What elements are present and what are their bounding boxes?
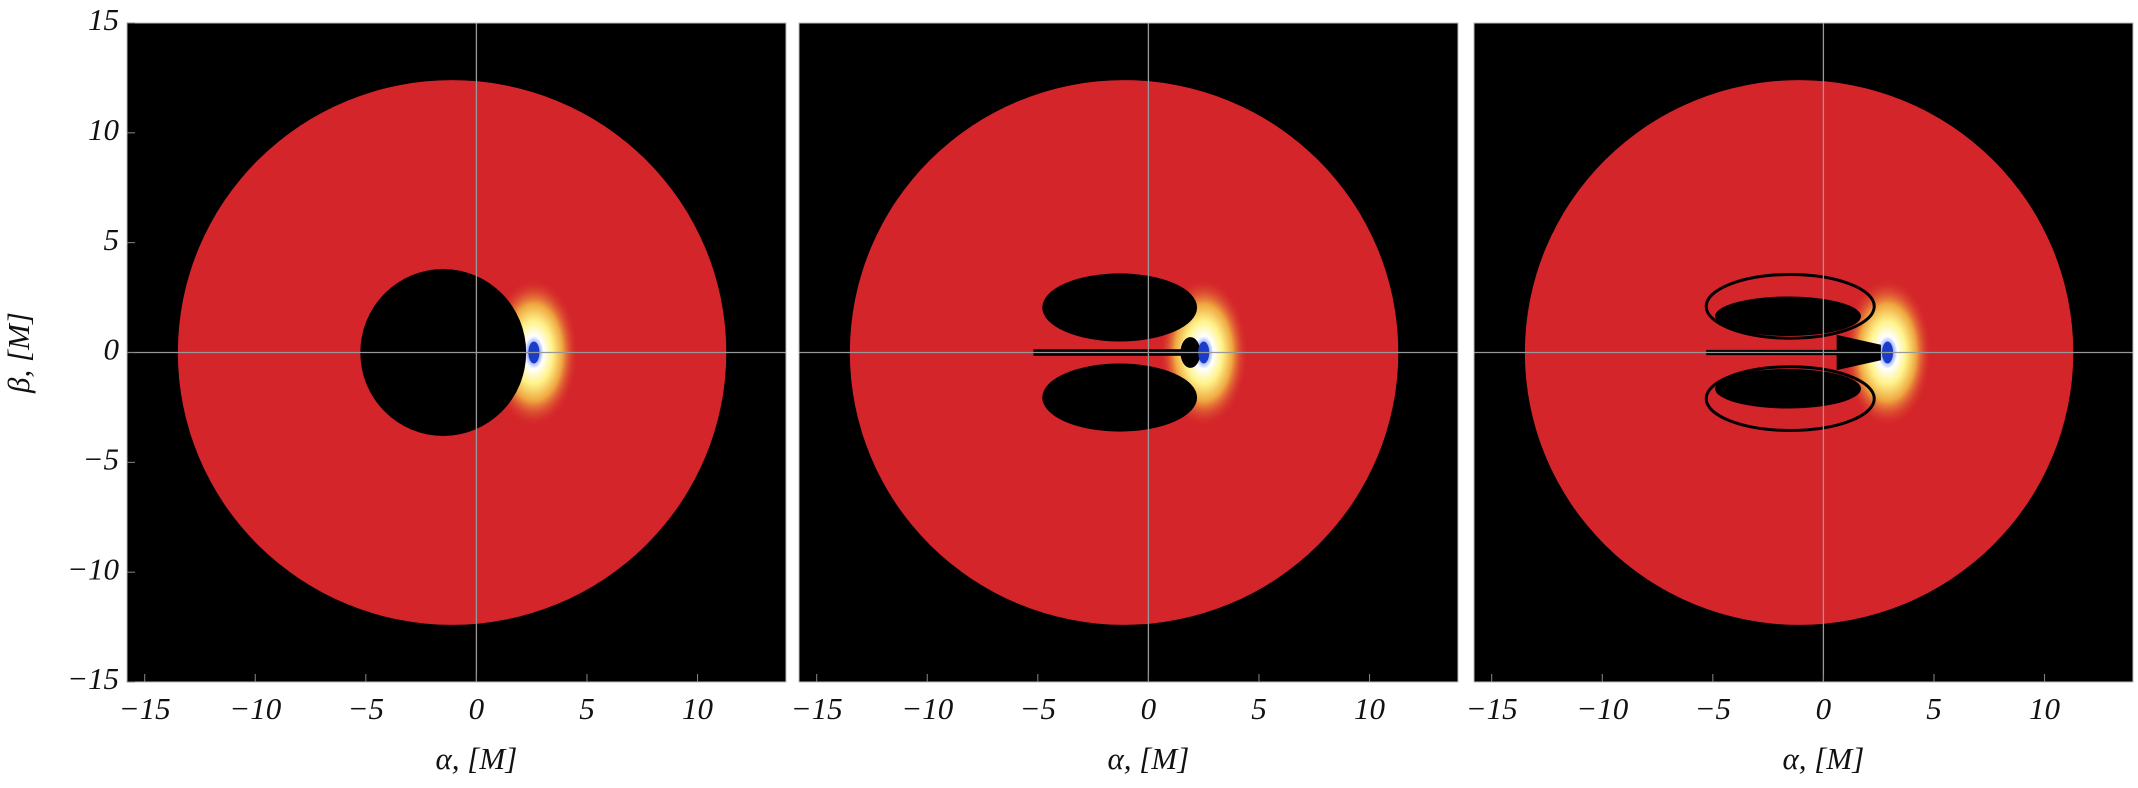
x-tick-label: −5 xyxy=(348,691,384,726)
y-tick-label: 15 xyxy=(88,2,119,37)
panel xyxy=(127,23,786,682)
shadow-lobe xyxy=(1715,296,1861,337)
y-tick-label: 10 xyxy=(88,112,120,147)
y-axis-label: β, [M] xyxy=(1,312,36,394)
shadow-arc xyxy=(1704,273,1876,340)
x-tick-label: −15 xyxy=(791,691,843,726)
x-tick-label: 0 xyxy=(1141,691,1157,726)
frame xyxy=(1473,22,2134,683)
x-tick-label: −10 xyxy=(901,691,953,726)
x-tick-label: 0 xyxy=(1816,691,1832,726)
y-tick-label: −5 xyxy=(83,441,119,476)
panel xyxy=(799,23,1458,682)
x-tick-label: 5 xyxy=(1251,691,1267,726)
shadow-lobe xyxy=(1042,363,1198,432)
x-tick-label: −5 xyxy=(1695,691,1731,726)
x-tick-label: 10 xyxy=(2029,691,2061,726)
x-tick-label: 5 xyxy=(579,691,595,726)
x-axis-label: α, [M] xyxy=(436,741,518,776)
y-tick-label: 5 xyxy=(104,222,120,257)
x-axis-label: α, [M] xyxy=(1783,741,1865,776)
x-tick-label: 0 xyxy=(469,691,485,726)
x-tick-label: 10 xyxy=(1354,691,1386,726)
shadow-lobe xyxy=(1715,368,1861,409)
x-tick-label: −10 xyxy=(1576,691,1628,726)
frame xyxy=(798,22,1459,683)
y-tick-label: −15 xyxy=(67,661,119,696)
y-tick-label: −10 xyxy=(67,551,119,586)
panel xyxy=(1474,23,2133,682)
x-tick-label: −15 xyxy=(1466,691,1518,726)
x-tick-label: −15 xyxy=(119,691,171,726)
x-tick-label: 10 xyxy=(682,691,714,726)
shadow-arc xyxy=(1704,365,1876,432)
shadow-lobe xyxy=(1042,273,1198,342)
x-tick-label: −10 xyxy=(229,691,281,726)
x-axis-label: α, [M] xyxy=(1108,741,1190,776)
x-tick-label: 5 xyxy=(1926,691,1942,726)
y-tick-label: 0 xyxy=(104,332,120,367)
x-tick-label: −5 xyxy=(1020,691,1056,726)
